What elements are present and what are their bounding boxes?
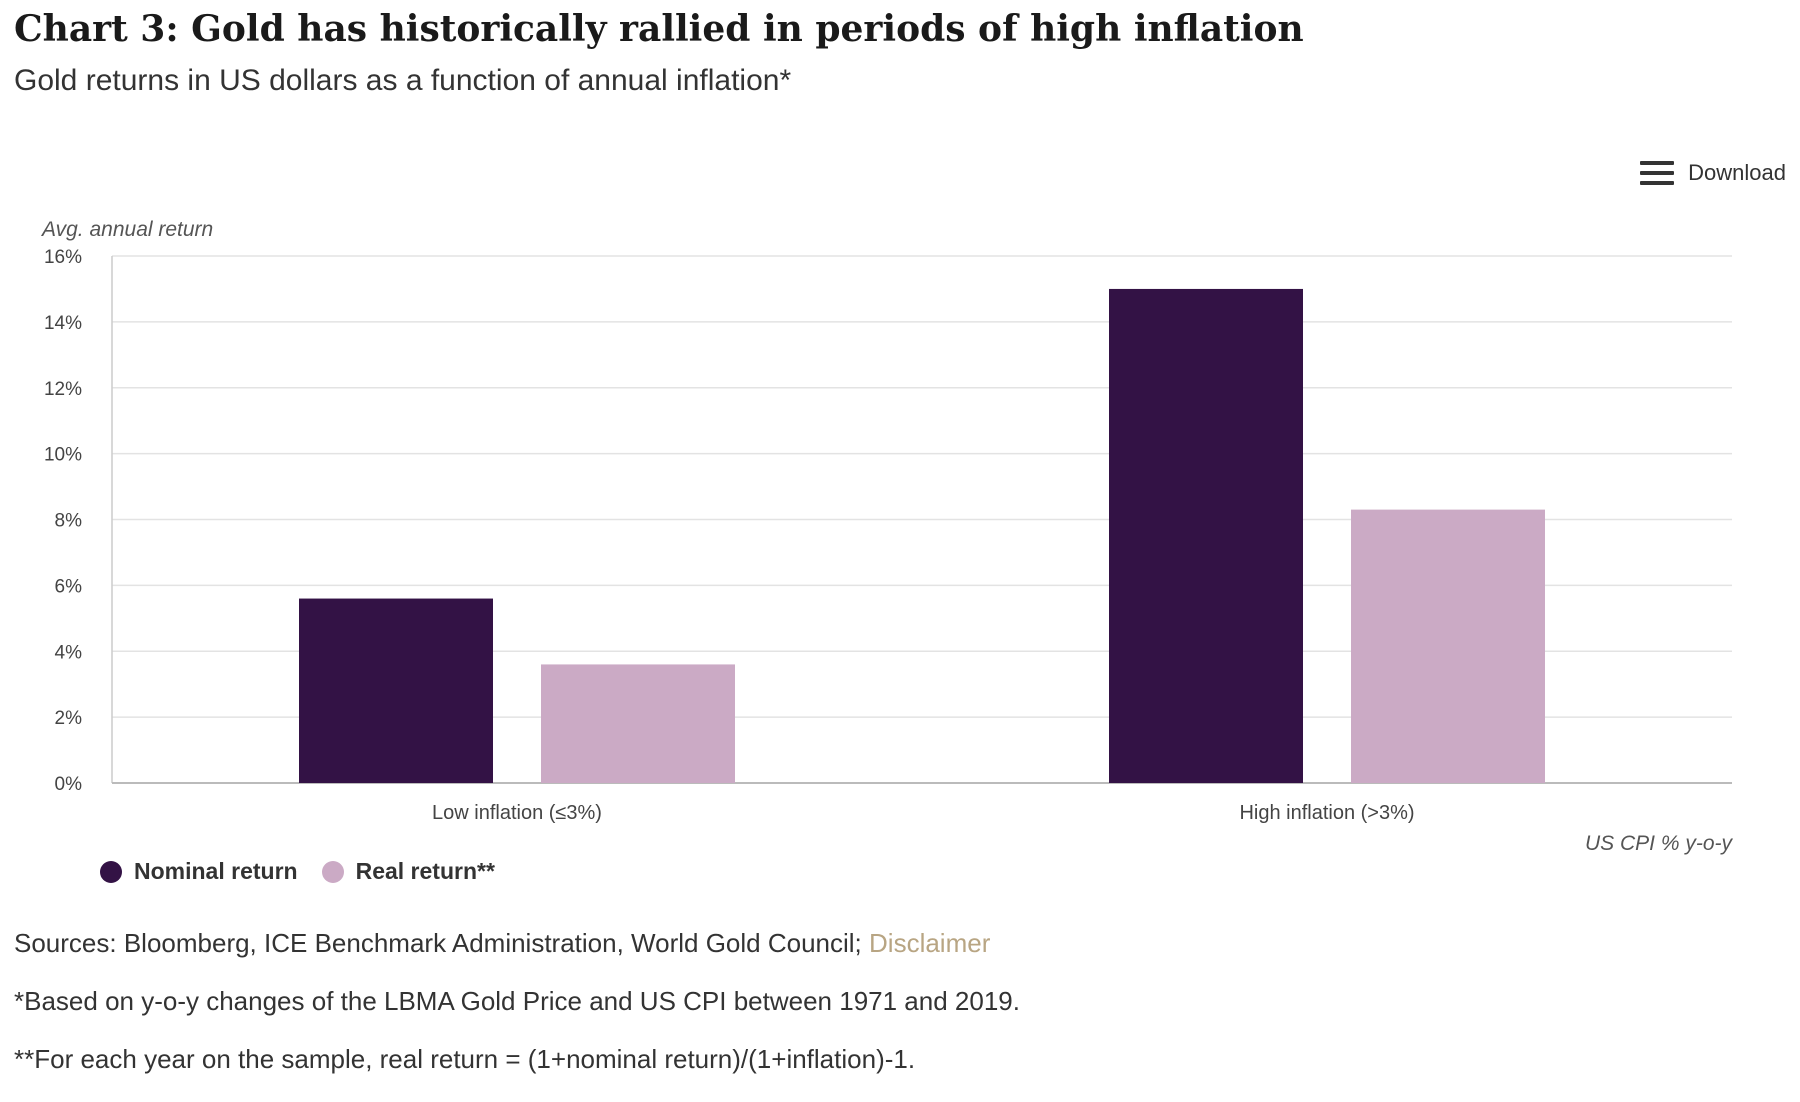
y-tick-label: 8% [55, 511, 83, 532]
x-category-label: High inflation (>3%) [1239, 802, 1414, 824]
legend-marker-nominal [100, 860, 122, 883]
x-axis-label: US CPI % y-o-y [1585, 832, 1734, 855]
sources-line: Sources: Bloomberg, ICE Benchmark Admini… [14, 928, 1020, 959]
legend-label-nominal: Nominal return [134, 858, 298, 884]
y-tick-label: 6% [55, 576, 83, 597]
bar-nominal-0[interactable] [299, 598, 493, 783]
y-tick-label: 16% [44, 247, 82, 268]
chart-title: Chart 3: Gold has historically rallied i… [14, 8, 1304, 50]
legend-marker-real [321, 860, 344, 883]
chart-legend: Nominal return Real return** [100, 858, 495, 885]
legend-label-real: Real return** [355, 858, 495, 884]
bar-real-0[interactable] [541, 664, 735, 783]
y-tick-label: 12% [44, 379, 82, 400]
y-tick-label: 4% [55, 642, 83, 663]
x-category-label: Low inflation (≤3%) [432, 802, 602, 824]
disclaimer-link[interactable]: Disclaimer [869, 928, 991, 958]
bar-nominal-1[interactable] [1109, 288, 1303, 783]
download-button[interactable]: Download [1640, 160, 1786, 186]
footnote-2: **For each year on the sample, real retu… [14, 1044, 916, 1074]
legend-item-real[interactable]: Real return** [321, 858, 495, 885]
bar-chart: Avg. annual return 0% 2% 4% 6% 8% 10% 12% 14% 16… [40, 218, 1734, 855]
download-label[interactable]: Download [1688, 160, 1786, 185]
y-tick-label: 10% [44, 445, 82, 466]
y-axis-label: Avg. annual return [40, 218, 213, 241]
footnote-1: *Based on y-o-y changes of the LBMA Gold… [14, 986, 1020, 1016]
chart-notes: Sources: Bloomberg, ICE Benchmark Admini… [14, 928, 1020, 1102]
hamburger-menu-icon[interactable] [1640, 160, 1675, 186]
y-tick-label: 0% [55, 774, 83, 795]
legend-item-nominal[interactable]: Nominal return [100, 858, 298, 885]
y-tick-label: 2% [55, 708, 83, 729]
chart-subtitle: Gold returns in US dollars as a function… [14, 64, 792, 97]
y-tick-label: 14% [44, 313, 82, 334]
sources-text: Sources: Bloomberg, ICE Benchmark Admini… [14, 928, 862, 958]
bar-real-1[interactable] [1351, 509, 1545, 783]
